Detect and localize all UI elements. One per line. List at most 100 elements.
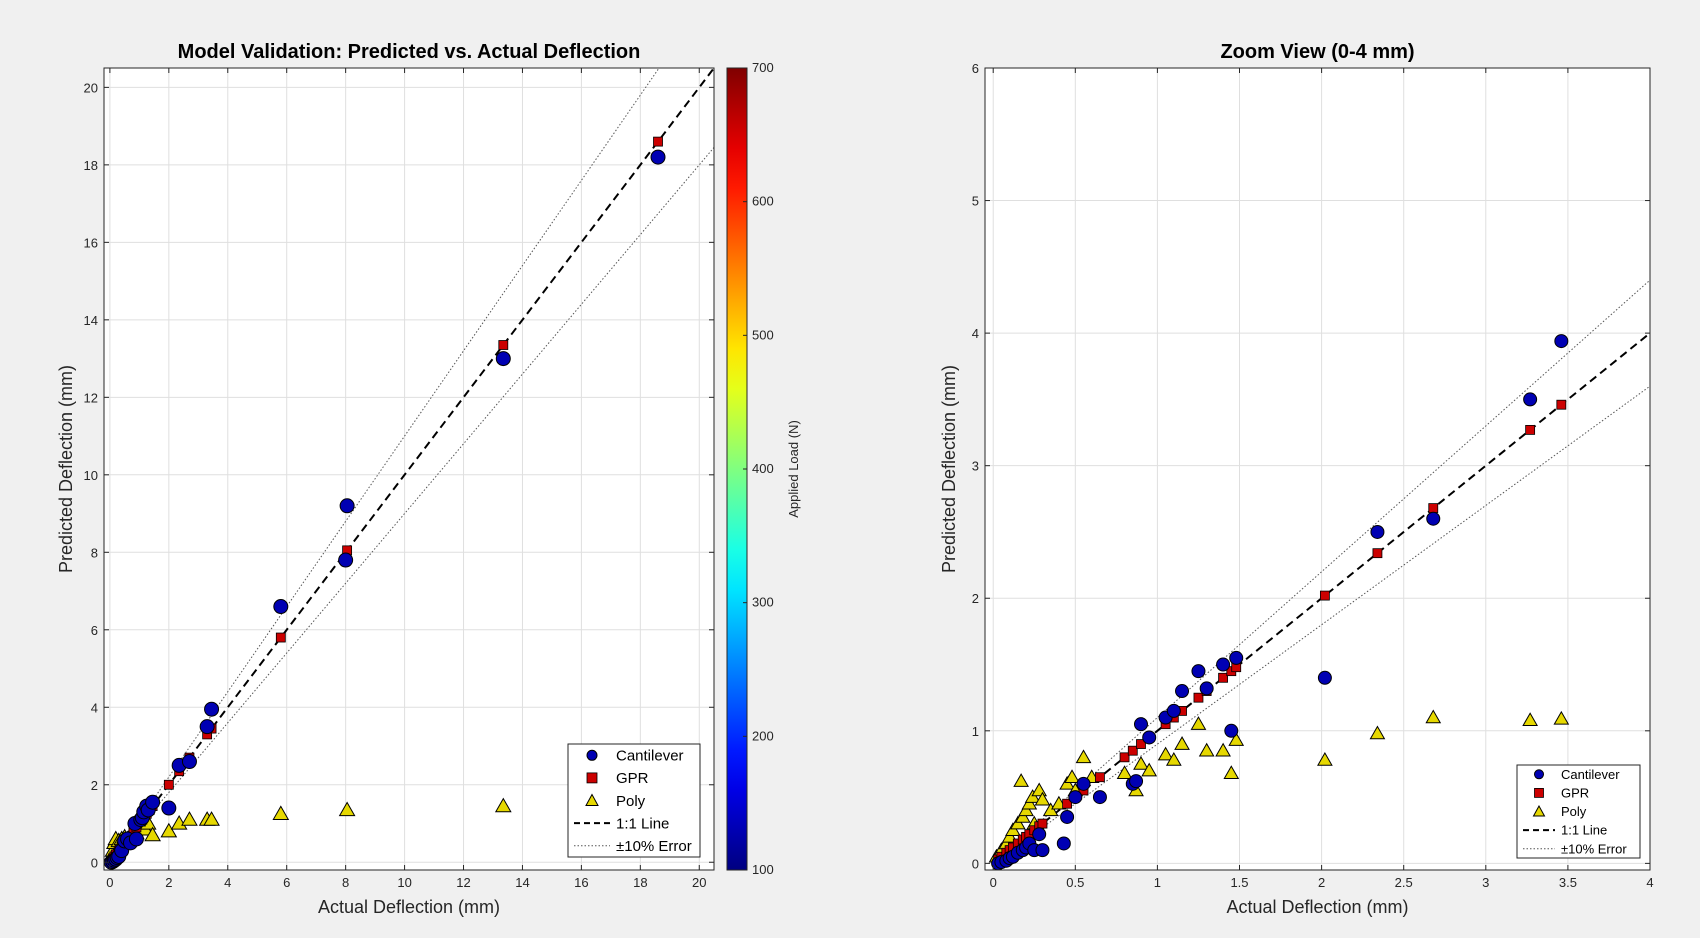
legend-cantilever-marker bbox=[586, 749, 598, 761]
x-axis-label: Actual Deflection (mm) bbox=[318, 897, 500, 917]
poly-point bbox=[1215, 742, 1231, 757]
chart-title: Model Validation: Predicted vs. Actual D… bbox=[178, 41, 641, 63]
poly-point bbox=[494, 797, 512, 813]
x-tick-label: 0.5 bbox=[1066, 875, 1084, 890]
poly-point bbox=[338, 801, 356, 817]
cantilever-point bbox=[1224, 723, 1239, 738]
y-tick-label: 14 bbox=[84, 313, 98, 328]
cantilever-point bbox=[338, 552, 354, 568]
colorbar-tick-label: 500 bbox=[752, 327, 774, 342]
gpr-point bbox=[1372, 548, 1383, 559]
x-axis-label: Actual Deflection (mm) bbox=[1226, 897, 1408, 917]
poly-point bbox=[203, 811, 220, 826]
poly-point bbox=[1018, 802, 1034, 817]
x-tick-label: 20 bbox=[692, 875, 706, 890]
poly-point bbox=[1223, 765, 1240, 779]
axes-box bbox=[984, 67, 1651, 871]
colorbar-tick-label: 700 bbox=[752, 60, 774, 75]
legend-label: 1:1 Line bbox=[1561, 823, 1607, 838]
x-tick-label: 8 bbox=[342, 875, 349, 890]
cantilever-point bbox=[273, 599, 289, 615]
legend-poly-marker bbox=[585, 793, 599, 806]
y-tick-label: 3 bbox=[972, 459, 979, 474]
gpr-point bbox=[1062, 798, 1072, 809]
x-tick-label: 14 bbox=[515, 875, 529, 890]
cantilever-point bbox=[145, 794, 161, 810]
cantilever-point bbox=[495, 351, 511, 367]
plot-area bbox=[104, 68, 714, 870]
colorbar-tick-label: 200 bbox=[752, 728, 774, 743]
poly-point bbox=[1034, 791, 1051, 806]
poly-point bbox=[181, 811, 198, 826]
cantilever-point bbox=[650, 149, 666, 165]
poly-point bbox=[1190, 716, 1207, 730]
poly-point bbox=[160, 822, 178, 838]
series-poly bbox=[988, 709, 1570, 863]
poly-point bbox=[1116, 765, 1133, 779]
colorbar: 100 200 300 400 500 600 700 Applied Load (N) bbox=[726, 60, 801, 877]
poly-point bbox=[1005, 822, 1021, 836]
chart-title: Zoom View (0-4 mm) bbox=[1220, 41, 1414, 63]
x-tick-label: 1 bbox=[1154, 875, 1161, 890]
x-tick-label: 2 bbox=[1318, 875, 1325, 890]
colorbar-tick-label: 600 bbox=[752, 194, 774, 209]
legend: Cantilever GPR Poly 1:1 Line ±10% Error bbox=[1516, 764, 1641, 859]
legend-poly-marker bbox=[1532, 804, 1546, 817]
poly-point bbox=[1174, 736, 1190, 750]
x-tick-label: 3 bbox=[1482, 875, 1489, 890]
cantilever-point bbox=[1129, 774, 1144, 789]
cantilever-point bbox=[128, 831, 144, 847]
poly-point bbox=[170, 814, 188, 830]
axes-box bbox=[103, 67, 715, 871]
colorbar-tick-label: 400 bbox=[752, 461, 774, 476]
poly-point bbox=[1198, 742, 1215, 757]
gpr-point bbox=[1193, 692, 1204, 703]
poly-point bbox=[1228, 732, 1245, 746]
y-tick-label: 5 bbox=[972, 194, 979, 209]
gpr-point bbox=[1556, 399, 1567, 410]
poly-point bbox=[1042, 802, 1059, 817]
poly-point bbox=[1024, 789, 1041, 803]
gpr-point bbox=[1428, 503, 1439, 514]
cantilever-point bbox=[1554, 334, 1569, 349]
legend-label: GPR bbox=[1561, 785, 1589, 800]
gpr-point bbox=[1037, 818, 1048, 829]
x-tick-label: 2.5 bbox=[1395, 875, 1413, 890]
x-tick-label: 10 bbox=[397, 875, 411, 890]
gpr-point bbox=[1119, 752, 1130, 763]
poly-point bbox=[1522, 712, 1538, 726]
colorbar-tick-label: 100 bbox=[752, 862, 774, 877]
colorbar-tick-label: 300 bbox=[752, 595, 774, 610]
identity-line bbox=[109, 68, 714, 863]
x-tick-label: 0 bbox=[990, 875, 997, 890]
x-tick-label: 1.5 bbox=[1230, 875, 1248, 890]
cantilever-point bbox=[1166, 703, 1181, 718]
cantilever-point bbox=[1056, 836, 1071, 851]
y-tick-label: 0 bbox=[972, 856, 979, 871]
cantilever-point bbox=[1229, 650, 1244, 665]
cantilever-point bbox=[1175, 684, 1190, 699]
poly-point bbox=[272, 805, 290, 820]
legend-gpr-marker bbox=[586, 772, 598, 784]
cantilever-point bbox=[1092, 790, 1107, 805]
gpr-point bbox=[1136, 739, 1146, 749]
grid bbox=[104, 68, 714, 870]
cantilever-point bbox=[339, 498, 355, 514]
y-tick-label: 2 bbox=[972, 591, 979, 606]
cantilever-point bbox=[204, 701, 220, 717]
legend-label: Poly bbox=[616, 793, 646, 810]
x-tick-label: 3.5 bbox=[1559, 875, 1577, 890]
y-tick-label: 16 bbox=[84, 235, 98, 250]
cantilever-point bbox=[1133, 717, 1148, 732]
gpr-point bbox=[1525, 424, 1536, 435]
cantilever-point bbox=[181, 754, 197, 770]
y-tick-label: 10 bbox=[84, 468, 98, 483]
legend-label: ±10% Error bbox=[1561, 841, 1627, 856]
gpr-point bbox=[1127, 745, 1138, 756]
x-tick-label: 12 bbox=[456, 875, 470, 890]
cantilever-point bbox=[199, 719, 215, 735]
x-tick-label: 4 bbox=[224, 875, 231, 890]
gpr-point bbox=[1319, 590, 1330, 601]
x-tick-label: 6 bbox=[283, 875, 290, 890]
poly-point bbox=[1141, 762, 1158, 777]
